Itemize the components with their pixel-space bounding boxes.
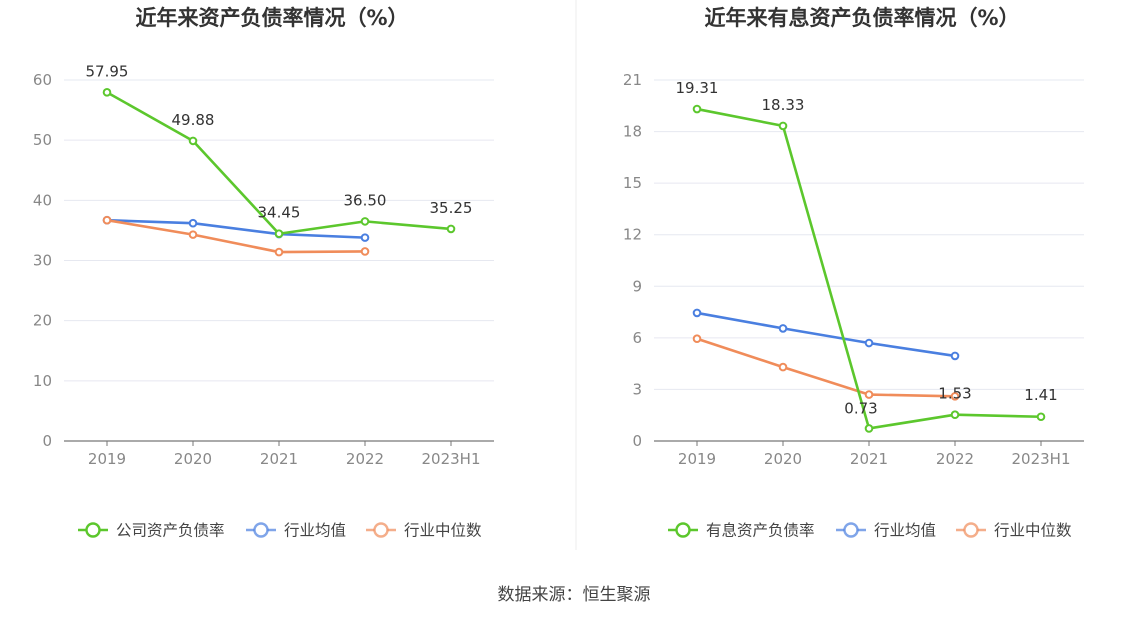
chart-title: 近年来有息资产负债率情况（%） <box>704 6 1019 30</box>
series-point[interactable] <box>360 247 370 256</box>
data-label: 49.88 <box>172 111 215 129</box>
x-tick-label: 2019 <box>88 450 126 468</box>
series-point[interactable] <box>950 392 960 401</box>
series-line-1 <box>696 107 1042 430</box>
series-point[interactable] <box>950 351 960 361</box>
series-point[interactable] <box>188 218 198 228</box>
series-point[interactable] <box>864 338 874 348</box>
legend-item-3[interactable]: 行业中位数 <box>956 522 1072 540</box>
series-point[interactable] <box>274 229 284 239</box>
y-tick-label: 60 <box>33 71 52 89</box>
series-point[interactable] <box>102 88 112 97</box>
legend-label: 行业中位数 <box>404 522 482 540</box>
series-point[interactable] <box>864 390 874 399</box>
data-label: 0.73 <box>844 399 877 417</box>
legend-item-2[interactable]: 行业均值 <box>836 522 936 540</box>
data-label: 1.53 <box>938 385 971 403</box>
legend-marker <box>253 522 269 538</box>
y-tick-label: 18 <box>623 123 642 141</box>
series-line-3 <box>696 337 956 398</box>
y-tick-label: 20 <box>33 312 52 330</box>
legend-item-1[interactable]: 公司资产负债率 <box>78 522 225 540</box>
x-tick-label: 2023H1 <box>422 450 481 468</box>
series-point[interactable] <box>360 217 370 226</box>
y-tick-label: 0 <box>632 432 642 450</box>
legend-marker <box>675 522 691 538</box>
legend-item-2[interactable]: 行业均值 <box>246 522 346 540</box>
series-point[interactable] <box>692 104 702 114</box>
series-point[interactable] <box>360 233 370 242</box>
legend-label: 行业均值 <box>284 522 346 540</box>
series-point[interactable] <box>778 121 788 131</box>
x-tick-label: 2020 <box>764 450 802 468</box>
data-label: 19.31 <box>676 79 719 97</box>
series-point[interactable] <box>778 362 788 372</box>
legend-item-3[interactable]: 行业中位数 <box>366 522 482 540</box>
legend-marker <box>373 522 389 538</box>
data-label: 36.50 <box>344 191 387 209</box>
data-label: 35.25 <box>430 199 473 217</box>
series-point[interactable] <box>274 247 284 257</box>
chart-1: 近年来资产负债率情况（%） 0 10 20 30 40 50 60 2019 2020 2021 20… <box>33 6 494 540</box>
legend-marker <box>963 522 979 538</box>
x-tick-label: 2019 <box>678 450 716 468</box>
series-line-2 <box>696 311 956 358</box>
x-tick-label: 2021 <box>260 450 298 468</box>
y-tick-label: 0 <box>42 432 52 450</box>
series-point[interactable] <box>102 215 112 225</box>
data-label: 57.95 <box>86 62 129 80</box>
y-tick-label: 6 <box>632 329 642 347</box>
chart-2: 近年来有息资产负债率情况（%） 0 3 6 9 12 15 18 21 2019 2020 2021 2… <box>623 6 1084 540</box>
legend-label: 行业均值 <box>874 522 936 540</box>
data-label: 34.45 <box>258 204 301 222</box>
series-point[interactable] <box>188 230 198 239</box>
y-tick-label: 9 <box>632 277 642 295</box>
x-tick-label: 2020 <box>174 450 212 468</box>
series-point[interactable] <box>188 136 198 146</box>
x-tick-label: 2021 <box>850 450 888 468</box>
y-tick-label: 40 <box>33 191 52 209</box>
y-tick-label: 3 <box>632 380 642 398</box>
series-line-3 <box>106 218 366 254</box>
series-line-2 <box>106 218 366 239</box>
legend-label: 有息资产负债率 <box>706 522 815 540</box>
legend-marker <box>85 522 101 538</box>
x-tick-label: 2022 <box>346 450 384 468</box>
series-point[interactable] <box>692 334 702 344</box>
y-tick-label: 50 <box>33 131 52 149</box>
data-source-note: 数据来源：恒生聚源 <box>497 585 651 605</box>
chart-title: 近年来资产负债率情况（%） <box>135 6 408 30</box>
data-label: 1.41 <box>1024 386 1057 404</box>
series-point[interactable] <box>446 224 456 234</box>
legend-marker <box>843 522 859 538</box>
series-point[interactable] <box>692 308 702 318</box>
y-tick-label: 15 <box>623 174 642 192</box>
x-tick-label: 2023H1 <box>1012 450 1071 468</box>
series-point[interactable] <box>778 324 788 333</box>
x-tick-label: 2022 <box>936 450 974 468</box>
legend-item-1[interactable]: 有息资产负债率 <box>668 522 815 540</box>
legend-label: 行业中位数 <box>994 522 1072 540</box>
series-point[interactable] <box>950 410 960 419</box>
series-point[interactable] <box>864 424 874 433</box>
data-label: 18.33 <box>762 96 805 114</box>
y-tick-label: 12 <box>623 226 642 244</box>
legend-label: 公司资产负债率 <box>116 522 225 540</box>
series-point[interactable] <box>1036 412 1046 422</box>
y-tick-label: 21 <box>623 71 642 89</box>
y-tick-label: 10 <box>33 372 52 390</box>
y-tick-label: 30 <box>33 252 52 270</box>
